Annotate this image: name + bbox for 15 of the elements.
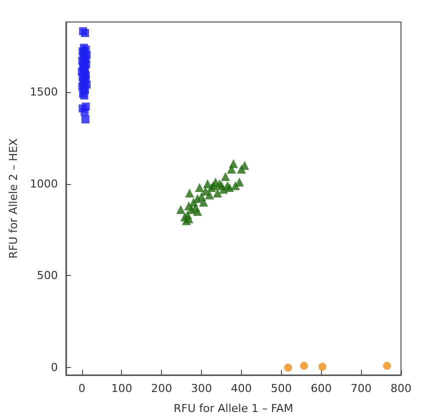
x-tick-label: 800 [390, 382, 412, 395]
x-tick-label: 700 [350, 382, 372, 395]
x-tick-label: 0 [78, 382, 86, 395]
y-tick-label: 1500 [30, 85, 58, 98]
x-tick-label: 300 [191, 382, 212, 395]
y-tick-label: 0 [50, 361, 58, 374]
x-tick-label: 200 [151, 382, 172, 395]
x-tick-label: 500 [270, 382, 292, 395]
x-axis-title: RFU for Allele 1 – FAM [174, 402, 294, 415]
y-tick-label: 1000 [30, 177, 58, 190]
y-axis-title: RFU for Allele 2 – HEX [7, 138, 20, 259]
y-tick-label: 500 [36, 269, 58, 282]
x-tick-label: 100 [111, 382, 132, 395]
x-tick-label: 400 [230, 382, 252, 395]
x-tick-label: 600 [310, 382, 332, 395]
